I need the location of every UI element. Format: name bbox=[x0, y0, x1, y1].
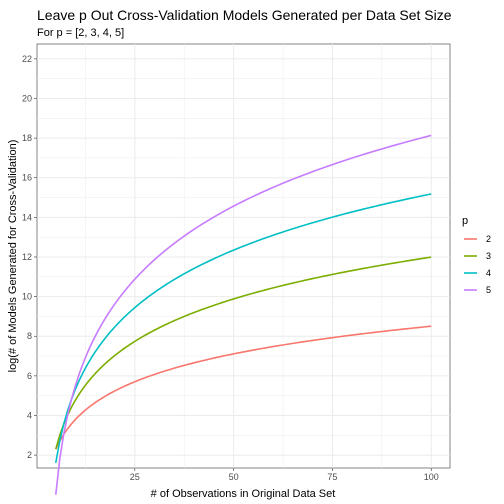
y-tick-label: 12 bbox=[22, 252, 32, 262]
legend-label-p5: 5 bbox=[486, 285, 491, 295]
y-axis-title: log(# of Models Generated for Cross-Vali… bbox=[7, 140, 19, 373]
plot-background bbox=[37, 44, 450, 468]
legend-title: p bbox=[462, 215, 468, 227]
x-axis-title: # of Observations in Original Data Set bbox=[151, 488, 336, 500]
y-axis: 2 4 6 8 10 12 14 16 18 20 22 bbox=[22, 54, 37, 460]
y-tick-label: 20 bbox=[22, 93, 32, 103]
y-tick-label: 18 bbox=[22, 133, 32, 143]
chart-title: Leave p Out Cross-Validation Models Gene… bbox=[37, 7, 452, 23]
y-tick-label: 10 bbox=[22, 292, 32, 302]
y-tick-label: 2 bbox=[27, 450, 32, 460]
x-tick-label: 25 bbox=[130, 472, 140, 482]
x-tick-label: 50 bbox=[229, 472, 239, 482]
legend-label-p3: 3 bbox=[486, 251, 491, 261]
x-tick-label: 75 bbox=[327, 472, 337, 482]
y-tick-label: 8 bbox=[27, 331, 32, 341]
legend-items: 2 3 4 5 bbox=[462, 231, 491, 299]
y-tick-label: 22 bbox=[22, 54, 32, 64]
y-tick-label: 4 bbox=[27, 410, 32, 420]
x-axis: 25 50 75 100 bbox=[130, 468, 439, 482]
y-tick-label: 14 bbox=[22, 212, 32, 222]
legend: p 2 3 4 5 bbox=[462, 215, 491, 299]
plot-panel bbox=[37, 44, 450, 495]
legend-label-p4: 4 bbox=[486, 268, 491, 278]
legend-label-p2: 2 bbox=[486, 234, 491, 244]
y-tick-label: 16 bbox=[22, 173, 32, 183]
y-tick-label: 6 bbox=[27, 371, 32, 381]
x-tick-label: 100 bbox=[424, 472, 439, 482]
chart-subtitle: For p = [2, 3, 4, 5] bbox=[37, 27, 124, 39]
